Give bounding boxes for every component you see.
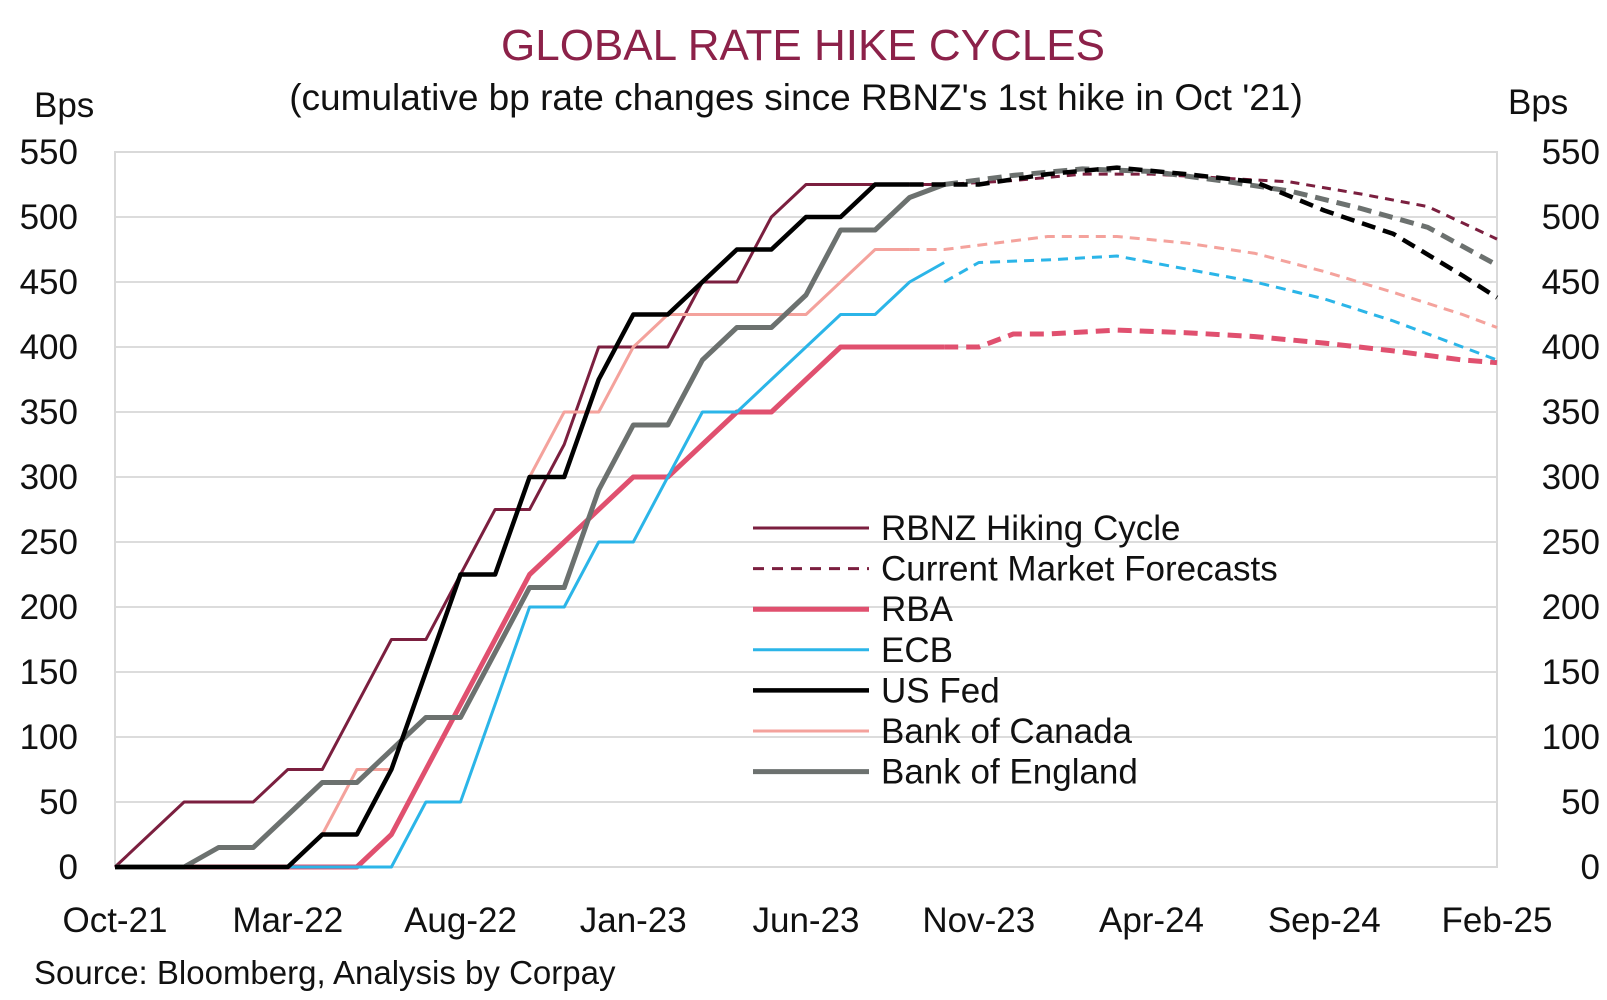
series-line-rba bbox=[115, 344, 945, 870]
x-tick-label: Apr-24 bbox=[1099, 901, 1204, 940]
y-tick-label-left: 100 bbox=[20, 718, 78, 757]
series-line-rba-forecast bbox=[944, 327, 1498, 366]
x-tick-label: Jun-23 bbox=[752, 901, 859, 940]
x-tick-label: Nov-23 bbox=[922, 901, 1035, 940]
right-axis-unit-label: Bps bbox=[1508, 83, 1568, 122]
y-tick-label-left: 550 bbox=[20, 133, 78, 172]
legend-label: RBNZ Hiking Cycle bbox=[881, 509, 1181, 548]
series-line-rbnz-hiking-cycle bbox=[113, 183, 876, 869]
y-tick-label-right: 200 bbox=[1542, 588, 1600, 627]
series-line-ecb bbox=[115, 261, 945, 869]
series-line-us-fed bbox=[115, 182, 910, 870]
series-lines bbox=[113, 165, 1499, 870]
legend-label: ECB bbox=[881, 631, 953, 670]
series-line-bank-of-canada bbox=[115, 248, 910, 869]
x-tick-label: Oct-21 bbox=[62, 901, 167, 940]
legend-label: Bank of England bbox=[881, 753, 1138, 792]
y-tick-label-right: 450 bbox=[1542, 263, 1600, 302]
series-line-bank-of-canada-forecast bbox=[909, 235, 1498, 329]
legend-label: Bank of Canada bbox=[881, 712, 1133, 751]
axis-ticks: 0 0 50 50 100 100 150 150 200 200 250 250 300 300 350 3… bbox=[20, 133, 1600, 940]
chart-title: GLOBAL RATE HIKE CYCLES bbox=[501, 21, 1105, 70]
y-tick-label-right: 300 bbox=[1542, 458, 1600, 497]
legend-label: Current Market Forecasts bbox=[881, 550, 1278, 589]
left-axis-unit-label: Bps bbox=[34, 86, 94, 125]
y-tick-label-left: 0 bbox=[59, 848, 78, 887]
plot-area-frame bbox=[114, 151, 1498, 868]
legend-label: RBA bbox=[881, 590, 954, 629]
y-tick-label-right: 0 bbox=[1581, 848, 1600, 887]
y-tick-label-left: 300 bbox=[20, 458, 78, 497]
y-tick-label-right: 150 bbox=[1542, 653, 1600, 692]
y-tick-label-left: 250 bbox=[20, 523, 78, 562]
series-line-bank-of-england bbox=[115, 182, 946, 870]
series-line-us-fed-forecast bbox=[909, 165, 1499, 300]
series-line-rbnz-forecast bbox=[875, 172, 1498, 241]
y-tick-label-left: 350 bbox=[20, 393, 78, 432]
series-line-bank-of-england-forecast bbox=[943, 166, 1499, 268]
y-tick-label-right: 100 bbox=[1542, 718, 1600, 757]
y-tick-label-left: 400 bbox=[20, 328, 78, 367]
y-tick-label-left: 50 bbox=[39, 783, 78, 822]
source-note: Source: Bloomberg, Analysis by Corpay bbox=[34, 954, 616, 991]
y-tick-label-right: 400 bbox=[1542, 328, 1600, 367]
y-tick-label-right: 500 bbox=[1542, 198, 1600, 237]
series-line-ecb-forecast bbox=[943, 254, 1498, 362]
y-tick-label-right: 350 bbox=[1542, 393, 1600, 432]
x-tick-label: Aug-22 bbox=[404, 901, 517, 940]
y-tick-label-left: 200 bbox=[20, 588, 78, 627]
gridlines bbox=[115, 151, 1497, 868]
y-tick-label-left: 450 bbox=[20, 263, 78, 302]
y-tick-label-right: 50 bbox=[1561, 783, 1600, 822]
x-tick-label: Feb-25 bbox=[1442, 901, 1553, 940]
x-tick-label: Jan-23 bbox=[580, 901, 687, 940]
x-tick-label: Sep-24 bbox=[1268, 901, 1381, 940]
chart-subtitle: (cumulative bp rate changes since RBNZ's… bbox=[289, 77, 1303, 118]
y-tick-label-right: 550 bbox=[1542, 133, 1600, 172]
x-tick-label: Mar-22 bbox=[232, 901, 343, 940]
y-tick-label-left: 150 bbox=[20, 653, 78, 692]
legend-label: US Fed bbox=[881, 671, 1000, 710]
y-tick-label-right: 250 bbox=[1542, 523, 1600, 562]
y-tick-label-left: 500 bbox=[20, 198, 78, 237]
